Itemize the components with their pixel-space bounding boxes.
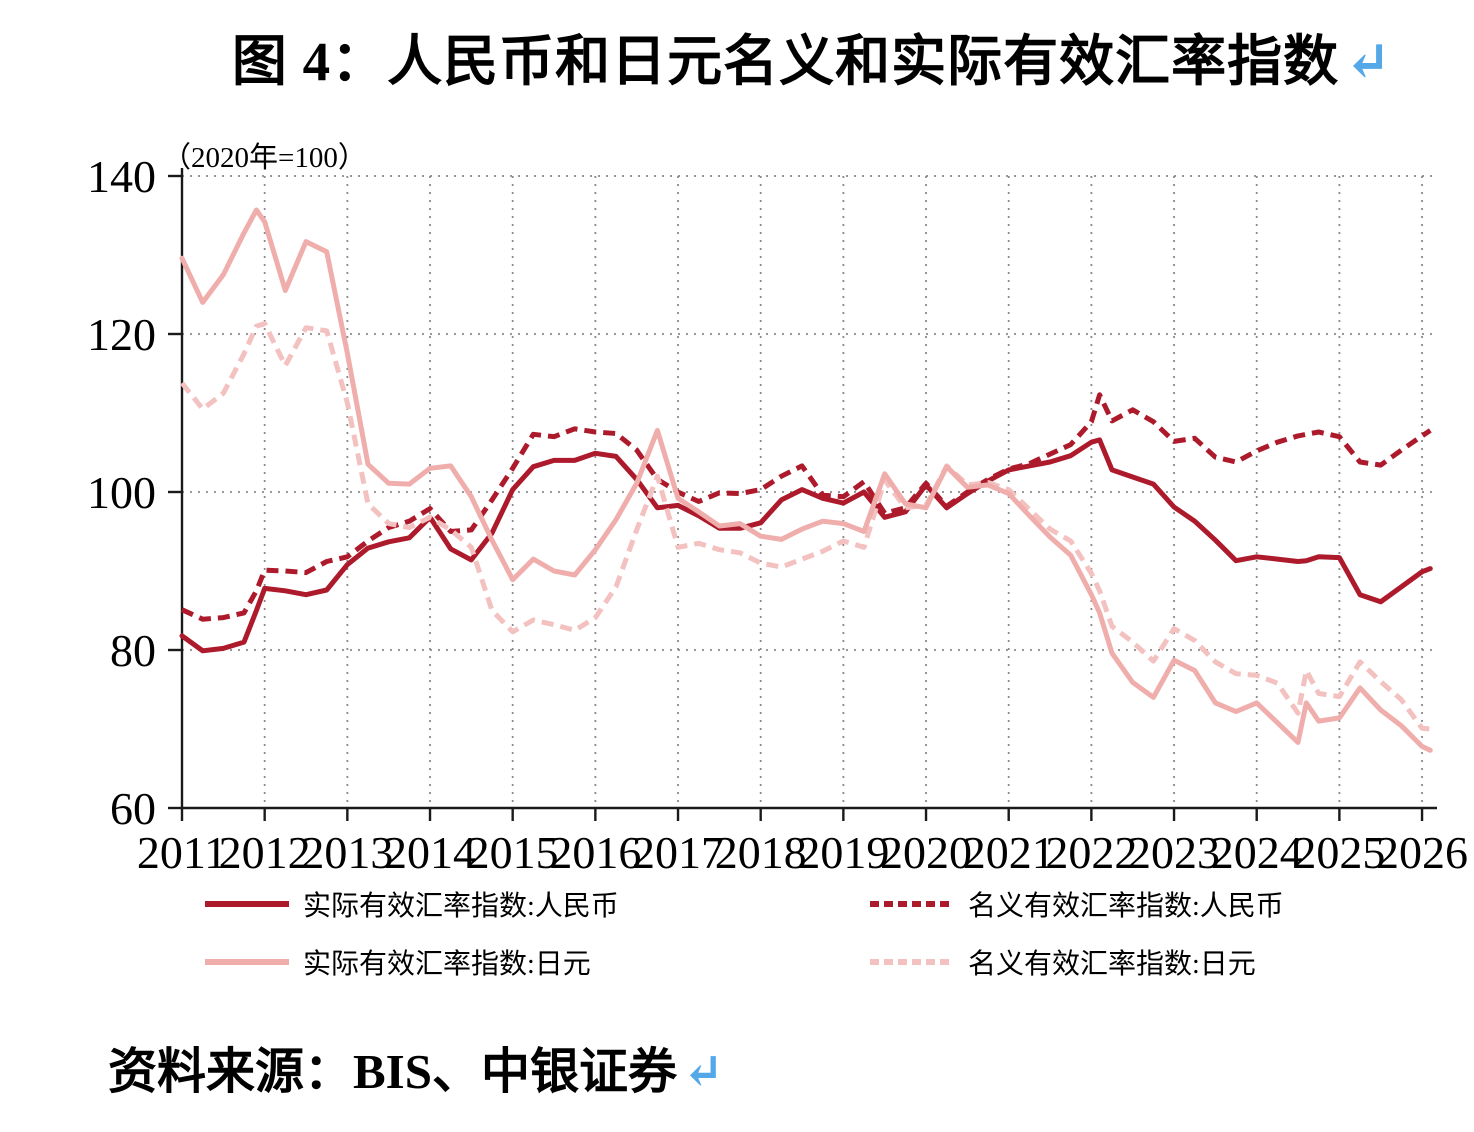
legend-label-jpy-nominal: 名义有效汇率指数:日元 — [968, 949, 1256, 980]
paragraph-return-icon: ↵ — [683, 1044, 725, 1099]
series-line-0 — [179, 437, 1433, 654]
x-tick-label: 2024 — [1211, 827, 1303, 878]
y-tick-label: 140 — [87, 151, 156, 202]
source-note-text: 资料来源：BIS、中银证券 — [108, 1044, 678, 1099]
legend-item-jpy-real: 实际有效汇率指数:日元 — [203, 942, 591, 982]
legend-item-jpy-nominal: 名义有效汇率指数:日元 — [868, 942, 1256, 982]
x-tick-label: 2018 — [715, 827, 807, 878]
legend-swatch-cny-nominal-line — [870, 901, 954, 907]
legend-label-jpy-real: 实际有效汇率指数:日元 — [303, 949, 591, 980]
y-tick-label: 120 — [87, 309, 156, 360]
x-tick-label: 2021 — [963, 827, 1055, 878]
x-tick-label: 2011 — [137, 827, 227, 878]
legend-label-cny-nominal: 名义有效汇率指数:人民币 — [968, 891, 1284, 922]
paragraph-return-icon: ↵ — [1345, 31, 1393, 92]
figure-title: 图 4：人民币和日元名义和实际有效汇率指数 ↵ — [0, 16, 1474, 96]
x-tick-label: 2025 — [1293, 827, 1385, 878]
x-tick-label: 2026 — [1376, 827, 1468, 878]
legend-item-cny-nominal: 名义有效汇率指数:人民币 — [868, 884, 1284, 924]
x-tick-label: 2013 — [301, 827, 393, 878]
x-tick-label: 2020 — [880, 827, 972, 878]
y-tick-label: 80 — [110, 625, 156, 676]
figure-title-text: 图 4：人民币和日元名义和实际有效汇率指数 — [231, 31, 1340, 92]
legend-label-cny-real: 实际有效汇率指数:人民币 — [303, 891, 619, 922]
x-tick-label: 2015 — [467, 827, 559, 878]
legend-swatch-jpy-real-line — [205, 959, 289, 965]
legend-item-cny-real: 实际有效汇率指数:人民币 — [203, 884, 619, 924]
x-tick-label: 2022 — [1045, 827, 1137, 878]
legend-swatch-cny-real-line — [205, 901, 289, 907]
x-tick-label: 2016 — [549, 827, 641, 878]
legend-swatch-jpy-nominal-line — [870, 959, 954, 965]
series-line-2 — [179, 207, 1433, 753]
x-tick-label: 2023 — [1128, 827, 1220, 878]
axis-unit-label: （2020年=100） — [162, 142, 367, 174]
y-tick-label: 60 — [110, 783, 156, 834]
x-tick-label: 2017 — [632, 827, 724, 878]
series-line-1 — [180, 392, 1432, 622]
y-tick-label: 100 — [87, 467, 156, 518]
x-tick-label: 2012 — [219, 827, 311, 878]
series-line-3 — [180, 321, 1431, 732]
x-tick-label: 2014 — [384, 827, 476, 878]
source-note: 资料来源：BIS、中银证券 ↵ — [108, 1032, 724, 1103]
x-tick-label: 2019 — [797, 827, 889, 878]
